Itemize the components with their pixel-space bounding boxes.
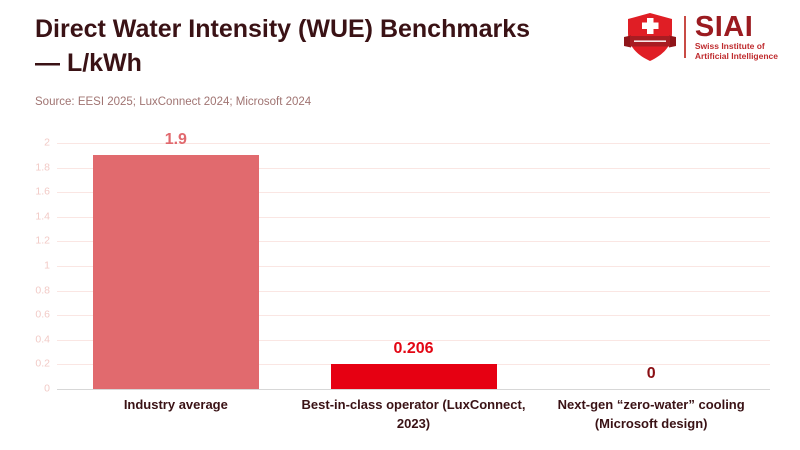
y-tick-label: 1.8 xyxy=(35,160,50,173)
x-axis-label-1: Best-in-class operator (LuxConnect, 2023… xyxy=(301,397,526,431)
plot-area: 2 1.8 1.6 1.4 1.2 1 0.8 0.6 0.4 0.2 0 1.9 Industry a… xyxy=(35,131,770,431)
logo-divider xyxy=(683,16,686,58)
gridline xyxy=(57,315,770,317)
bar-value-label-0: 1.9 xyxy=(164,131,187,149)
page-title: Direct Water Intensity (WUE) Benchmarks … xyxy=(35,13,530,80)
siai-logo: SIAI Swiss Institute of Artificial Intel… xyxy=(623,10,778,62)
y-tick-label: 1.6 xyxy=(35,185,50,198)
y-tick-label: 1.4 xyxy=(35,210,50,223)
x-axis-label-2: Next-gen “zero-water” cooling (Microsoft… xyxy=(557,397,745,431)
bar-1 xyxy=(330,363,497,389)
siai-shield-icon xyxy=(623,13,676,61)
logo-subtitle-line-2: Artificial Intelligence xyxy=(694,50,778,61)
y-tick-label: 0 xyxy=(44,382,50,395)
y-tick-label: 1.2 xyxy=(35,234,50,247)
x-axis-label-0: Industry average xyxy=(123,397,228,412)
x-axis-baseline xyxy=(57,389,770,390)
gridline xyxy=(57,339,770,341)
y-tick-label: 0.6 xyxy=(35,308,50,321)
source-note: Source: EESI 2025; LuxConnect 2024; Micr… xyxy=(35,96,312,108)
gridline xyxy=(57,167,770,169)
gridline xyxy=(57,241,770,243)
gridline xyxy=(57,216,770,218)
gridline xyxy=(57,266,770,267)
gridline xyxy=(57,143,770,144)
logo-text: SIAI Swiss Institute of Artificial Intel… xyxy=(694,10,778,62)
y-tick-label: 0.4 xyxy=(35,333,50,346)
gridline xyxy=(57,290,770,292)
y-tick-label: 0.2 xyxy=(35,357,50,370)
bar-value-label-2: 0 xyxy=(646,365,656,382)
title-line-2: — L/kWh xyxy=(35,48,142,77)
y-tick-label: 2 xyxy=(44,136,50,149)
title-line-1: Direct Water Intensity (WUE) Benchmarks xyxy=(35,15,531,43)
shield-banner-text xyxy=(633,40,666,42)
gridline xyxy=(57,192,770,194)
y-tick-label: 0.8 xyxy=(35,283,50,296)
y-tick-label: 1 xyxy=(44,259,50,272)
bar-value-label-1: 0.206 xyxy=(393,339,434,357)
logo-acronym: SIAI xyxy=(694,10,754,43)
bar-0 xyxy=(92,155,259,389)
logo-subtitle-line-1: Swiss Institute of xyxy=(694,40,765,51)
